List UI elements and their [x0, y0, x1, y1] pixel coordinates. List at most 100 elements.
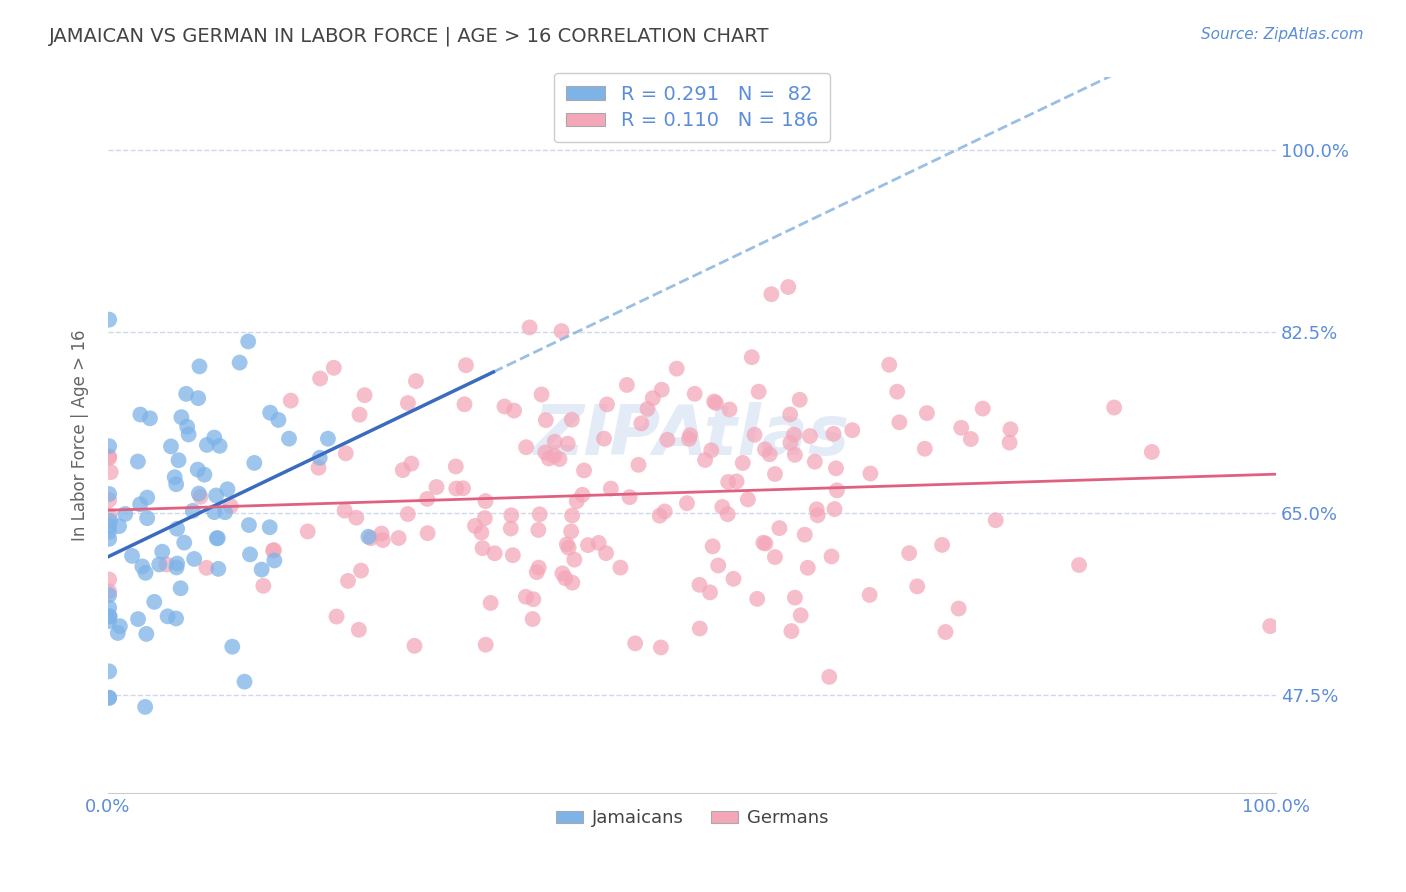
Point: [793, 527, 815, 541]
Point: [233, 674, 256, 689]
Point: [657, 433, 679, 447]
Point: [136, 491, 159, 505]
Point: [308, 450, 330, 465]
Point: [576, 538, 599, 552]
Point: [335, 446, 357, 460]
Point: [98, 514, 121, 528]
Point: [799, 429, 821, 443]
Point: [353, 388, 375, 402]
Point: [479, 596, 502, 610]
Point: [593, 432, 616, 446]
Point: [534, 413, 557, 427]
Y-axis label: In Labor Force | Age > 16: In Labor Force | Age > 16: [72, 330, 89, 541]
Point: [98, 518, 121, 533]
Point: [754, 536, 776, 550]
Point: [522, 612, 544, 626]
Point: [98, 487, 121, 501]
Point: [98, 690, 121, 705]
Point: [562, 552, 585, 566]
Point: [347, 623, 370, 637]
Point: [349, 408, 371, 422]
Point: [548, 452, 571, 467]
Point: [779, 408, 801, 422]
Point: [404, 639, 426, 653]
Point: [572, 463, 595, 477]
Point: [454, 358, 477, 372]
Point: [534, 445, 557, 459]
Point: [239, 548, 262, 562]
Point: [444, 459, 467, 474]
Point: [717, 475, 740, 489]
Point: [747, 591, 769, 606]
Point: [783, 427, 806, 442]
Point: [228, 356, 250, 370]
Point: [984, 513, 1007, 527]
Point: [758, 447, 780, 461]
Point: [797, 561, 820, 575]
Point: [752, 535, 775, 549]
Point: [148, 558, 170, 572]
Point: [778, 280, 800, 294]
Point: [98, 690, 121, 705]
Point: [948, 601, 970, 615]
Point: [107, 626, 129, 640]
Point: [806, 502, 828, 516]
Point: [725, 475, 748, 489]
Point: [98, 584, 121, 599]
Point: [163, 470, 186, 484]
Point: [474, 511, 496, 525]
Point: [823, 426, 845, 441]
Point: [100, 465, 122, 479]
Point: [688, 578, 710, 592]
Point: [238, 518, 260, 533]
Point: [824, 502, 846, 516]
Point: [155, 558, 177, 572]
Point: [267, 413, 290, 427]
Point: [166, 560, 188, 574]
Point: [998, 435, 1021, 450]
Point: [723, 572, 745, 586]
Point: [596, 397, 619, 411]
Point: [350, 564, 373, 578]
Legend: Jamaicans, Germans: Jamaicans, Germans: [548, 802, 835, 834]
Point: [214, 505, 236, 519]
Point: [768, 521, 790, 535]
Point: [416, 526, 439, 541]
Point: [98, 508, 121, 522]
Point: [464, 519, 486, 533]
Point: [371, 533, 394, 547]
Point: [280, 393, 302, 408]
Point: [98, 450, 121, 465]
Point: [259, 406, 281, 420]
Point: [205, 531, 228, 545]
Point: [654, 504, 676, 518]
Point: [396, 396, 419, 410]
Point: [934, 625, 956, 640]
Point: [915, 406, 938, 420]
Point: [678, 432, 700, 446]
Point: [807, 508, 830, 523]
Point: [544, 434, 567, 449]
Point: [98, 439, 121, 453]
Point: [783, 448, 806, 462]
Point: [877, 358, 900, 372]
Point: [527, 560, 550, 574]
Point: [471, 541, 494, 556]
Point: [825, 461, 848, 475]
Point: [205, 488, 228, 502]
Point: [167, 453, 190, 467]
Point: [221, 640, 243, 654]
Point: [519, 320, 541, 334]
Point: [565, 494, 588, 508]
Point: [278, 432, 301, 446]
Point: [263, 553, 285, 567]
Point: [543, 449, 565, 463]
Point: [98, 450, 121, 464]
Point: [98, 665, 121, 679]
Point: [131, 559, 153, 574]
Point: [609, 560, 631, 574]
Point: [174, 387, 197, 401]
Point: [139, 411, 162, 425]
Point: [165, 477, 187, 491]
Point: [333, 503, 356, 517]
